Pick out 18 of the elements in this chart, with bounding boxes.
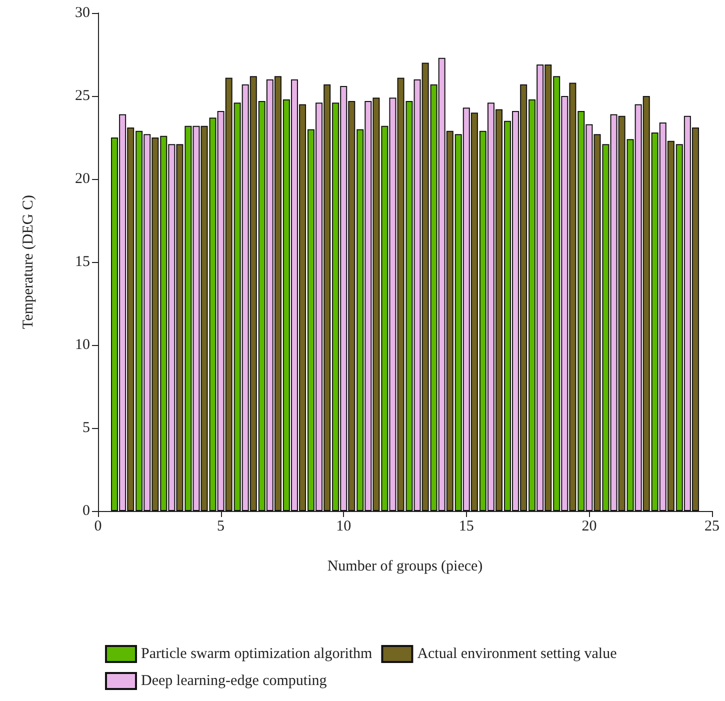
y-tick-label: 0: [82, 503, 90, 519]
y-tick-label: 30: [75, 5, 90, 21]
x-tick-label: 20: [582, 518, 597, 534]
y-tick-label: 25: [75, 88, 90, 104]
y-tick-label: 5: [82, 420, 90, 436]
y-tick-label: 15: [75, 254, 90, 270]
y-axis-title: Temperature (DEG C): [20, 195, 36, 329]
y-tick-label: 20: [75, 171, 90, 187]
legend-label: Particle swarm optimization algorithm: [141, 646, 373, 662]
x-axis-title: Number of groups (piece): [327, 558, 483, 574]
legend-label: Deep learning-edge computing: [141, 673, 328, 689]
x-tick-label: 25: [704, 518, 720, 534]
legend-label: Actual environment setting value: [417, 646, 618, 662]
x-tick-label: 5: [217, 518, 225, 534]
x-tick-label: 10: [336, 518, 352, 534]
x-tick-label: 0: [94, 518, 102, 534]
y-tick-label: 10: [75, 337, 90, 353]
x-tick-label: 15: [458, 518, 474, 534]
